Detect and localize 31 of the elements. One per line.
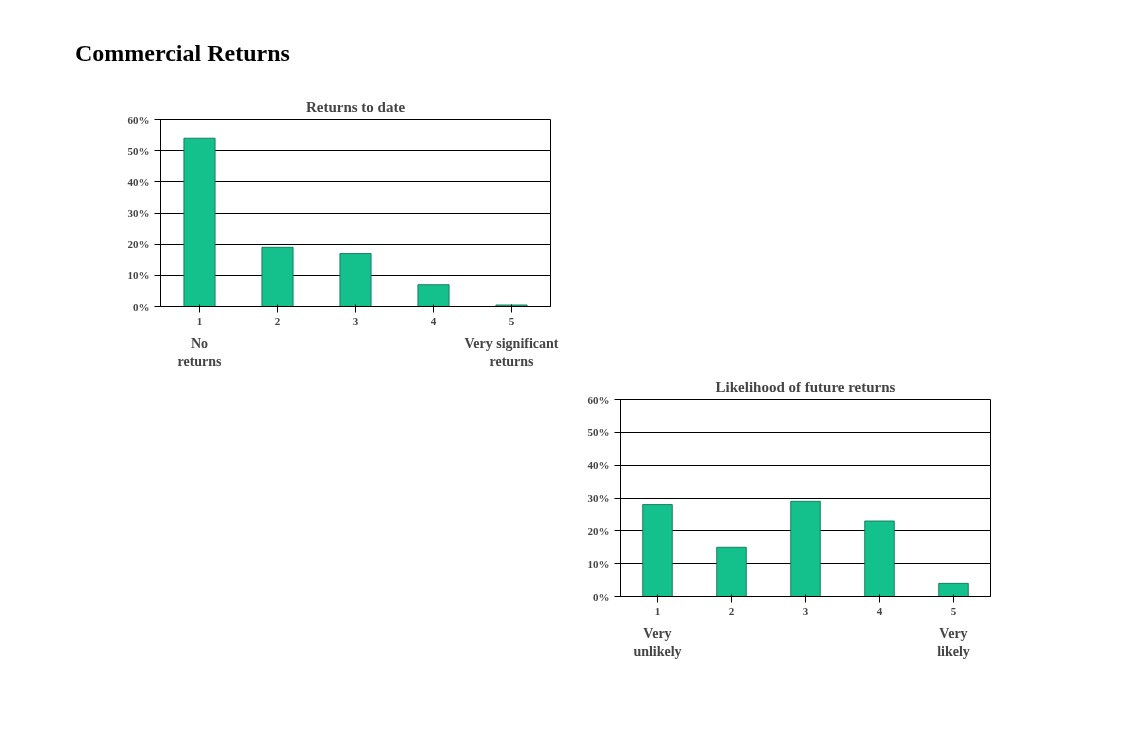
chart-title: Likelihood of future returns — [715, 378, 896, 395]
y-tick-label: 10% — [587, 557, 610, 570]
x-tick-label: 3 — [802, 604, 809, 617]
text: Very unlikely — [633, 625, 682, 659]
text: Very significant returns — [464, 335, 559, 369]
x-tick-label: 2 — [728, 604, 735, 617]
y-tick-label: 60% — [127, 113, 150, 126]
y-tick-label: 50% — [587, 426, 610, 439]
y-tick-label: 20% — [127, 238, 150, 251]
y-tick-label: 30% — [127, 207, 150, 219]
x-tick-label: 2 — [274, 314, 281, 327]
x-tick-label: 3 — [352, 314, 359, 327]
x-tick-label: 1 — [654, 604, 661, 617]
y-tick-label: 40% — [587, 459, 610, 472]
chart-title: Returns to date — [305, 98, 406, 115]
text: Commercial Returns — [75, 39, 290, 68]
x-tick-label: 5 — [508, 314, 515, 327]
y-tick-label: 40% — [127, 175, 150, 188]
text: No returns — [177, 335, 223, 369]
x-tick-label: 1 — [196, 314, 203, 327]
y-tick-label: 10% — [127, 269, 150, 282]
y-tick-label: 0% — [593, 590, 610, 603]
x-tick-label: 4 — [430, 314, 437, 327]
text: Very likely — [937, 625, 970, 659]
y-tick-label: 30% — [587, 492, 610, 504]
y-tick-label: 20% — [587, 524, 610, 537]
y-tick-label: 50% — [127, 144, 150, 157]
x-tick-label: 4 — [876, 604, 883, 617]
x-tick-label: 5 — [950, 604, 957, 617]
y-tick-label: 60% — [587, 393, 610, 406]
y-tick-label: 0% — [133, 300, 150, 313]
